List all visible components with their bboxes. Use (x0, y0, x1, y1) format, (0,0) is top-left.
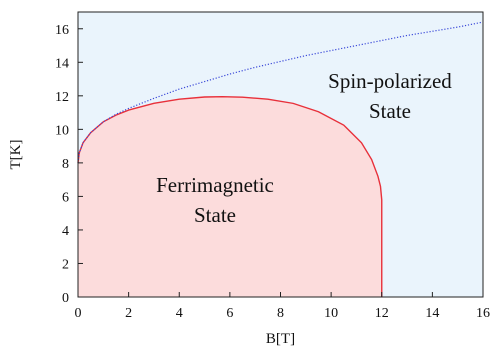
y-tick-label: 8 (62, 157, 69, 172)
x-axis-label: B[T] (266, 331, 295, 347)
region-label-0-line-1: State (194, 203, 236, 227)
region-label-0-line-0: Ferrimagnetic (156, 173, 274, 197)
y-tick-label: 0 (62, 291, 69, 306)
region-label-1-line-1: State (369, 99, 411, 123)
y-tick-label: 10 (55, 123, 69, 138)
x-tick-label: 16 (476, 306, 490, 321)
y-tick-label: 2 (62, 257, 69, 272)
x-tick-label: 12 (375, 306, 389, 321)
x-tick-label: 10 (324, 306, 338, 321)
x-tick-label: 0 (75, 306, 82, 321)
region-fill-0 (78, 96, 382, 297)
y-tick-label: 14 (55, 56, 69, 71)
x-tick-label: 6 (226, 306, 233, 321)
x-tick-label: 2 (125, 306, 132, 321)
x-tick-label: 8 (277, 306, 284, 321)
y-tick-label: 16 (55, 23, 69, 38)
phase-boundary-0 (77, 95, 383, 297)
y-axis: 0 2 4 6 8 10 12 14 16 (55, 23, 83, 306)
y-axis-label: T[K] (8, 140, 24, 170)
region-layer (77, 21, 484, 297)
x-axis: 0 2 4 6 8 10 12 14 16 (75, 292, 490, 321)
y-tick-label: 12 (55, 90, 69, 105)
x-tick-label: 14 (425, 306, 439, 321)
y-tick-label: 4 (62, 224, 69, 239)
y-tick-label: 6 (62, 190, 69, 205)
phase-boundary-1 (77, 21, 484, 163)
x-tick-label: 4 (176, 306, 183, 321)
region-labels: Ferrimagnetic State Spin-polarized State (156, 69, 452, 227)
region-label-1-line-0: Spin-polarized (328, 69, 452, 93)
